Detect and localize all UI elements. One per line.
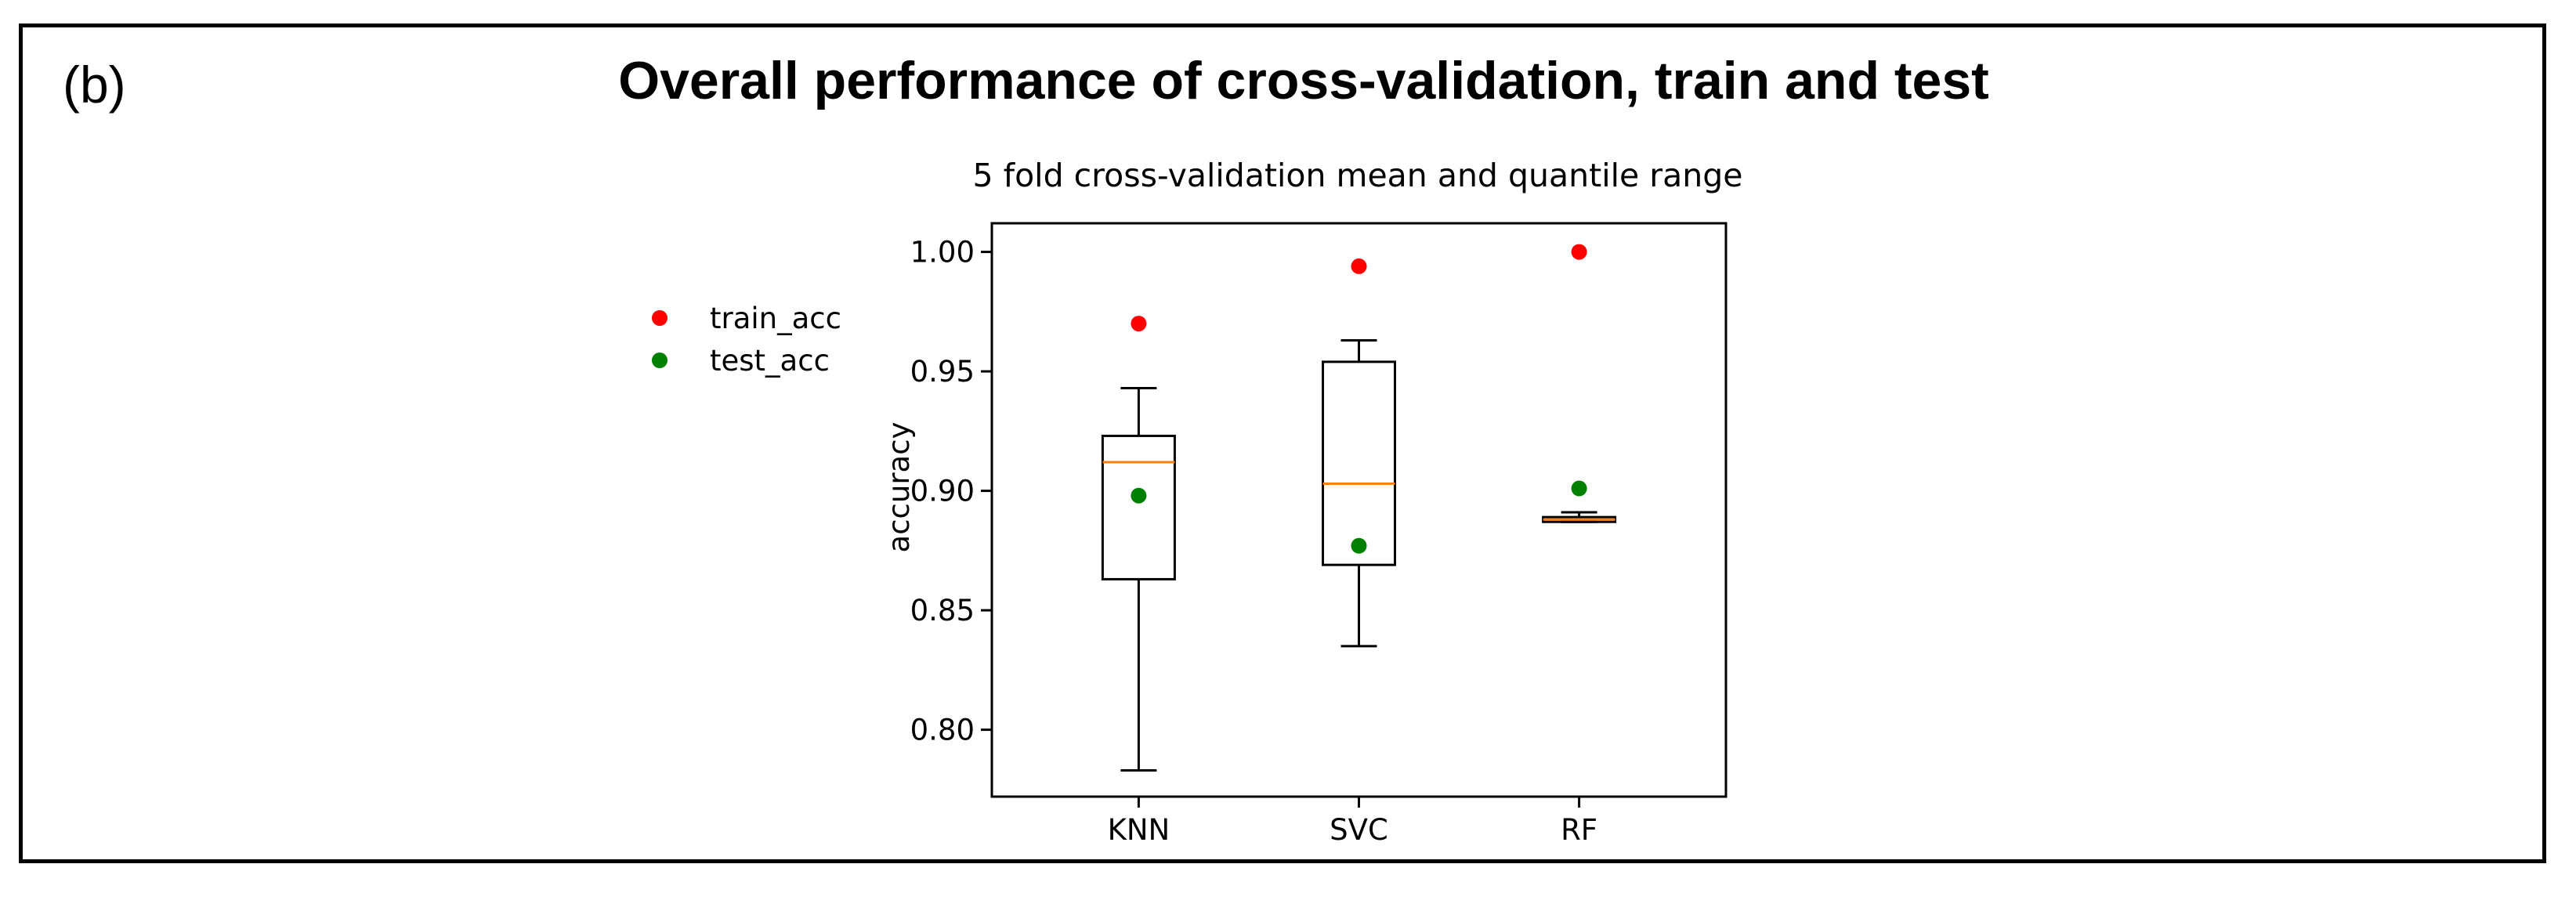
y-axis-label: accuracy bbox=[882, 422, 916, 553]
boxes bbox=[1101, 338, 1617, 772]
train-acc-point bbox=[1571, 244, 1587, 260]
train-acc-point bbox=[1131, 316, 1147, 332]
legend-label-test-acc: test_acc bbox=[710, 344, 830, 378]
box-knn bbox=[1101, 386, 1176, 772]
box-rf bbox=[1542, 511, 1617, 523]
test-acc-point bbox=[1131, 487, 1147, 504]
chart-title: 5 fold cross-validation mean and quantil… bbox=[973, 157, 1743, 194]
figure-title: Overall performance of cross-validation,… bbox=[618, 51, 1989, 110]
iqr-box bbox=[1101, 434, 1176, 580]
legend-marker-train-acc bbox=[652, 310, 668, 326]
y-tick-label: 0.95 bbox=[910, 355, 975, 389]
legend: train_acc test_acc bbox=[652, 302, 841, 378]
y-axis-ticks: 0.80 0.85 0.90 0.95 1.00 bbox=[910, 236, 992, 747]
y-tick-label: 0.85 bbox=[910, 594, 975, 627]
x-tick-label: RF bbox=[1561, 813, 1597, 847]
x-axis-ticks: KNN SVC RF bbox=[1108, 797, 1597, 847]
y-tick-label: 0.80 bbox=[910, 714, 975, 747]
train-acc-point bbox=[1351, 258, 1367, 274]
test-acc-point bbox=[1571, 480, 1587, 497]
x-tick-label: KNN bbox=[1108, 813, 1170, 847]
legend-label-train-acc: train_acc bbox=[710, 302, 841, 335]
panel-label: (b) bbox=[63, 56, 126, 114]
figure-frame bbox=[19, 23, 2546, 863]
box-svc bbox=[1322, 338, 1396, 648]
iqr-box bbox=[1322, 360, 1396, 566]
y-tick-label: 1.00 bbox=[910, 236, 975, 269]
y-tick-label: 0.90 bbox=[910, 475, 975, 508]
legend-marker-test-acc bbox=[652, 352, 668, 368]
x-tick-label: SVC bbox=[1330, 813, 1388, 847]
accuracy-points bbox=[1131, 244, 1587, 554]
test-acc-point bbox=[1351, 537, 1367, 554]
